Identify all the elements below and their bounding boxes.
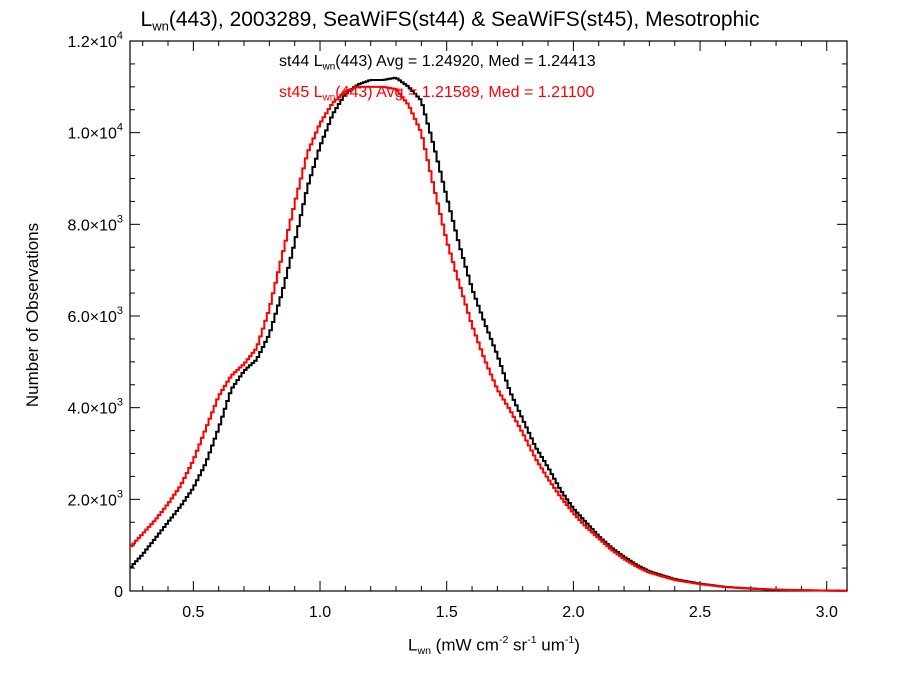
x-tick-label: 1.5 — [436, 604, 458, 621]
x-tick-label: 2.0 — [562, 604, 584, 621]
x-axis-label: Lwn (mW cm-2 sr-1 um-1) — [408, 634, 580, 658]
st44-stats-annotation: st44 Lwn(443) Avg = 1.24920, Med = 1.244… — [279, 53, 596, 73]
x-tick-label: 1.0 — [309, 604, 331, 621]
y-tick-label: 2.0×103 — [67, 488, 123, 509]
y-tick-label: 4.0×103 — [67, 397, 123, 418]
plot-frame — [129, 40, 848, 592]
x-tick-label: 0.5 — [182, 604, 204, 621]
x-tick-label: 2.5 — [689, 604, 711, 621]
y-tick-label: 1.0×104 — [67, 122, 123, 143]
series-layer — [130, 76, 848, 592]
st45-stats-annotation: st45 Lwn(443) Avg = 1.21589, Med = 1.211… — [279, 84, 595, 104]
series-st44-line — [130, 76, 848, 592]
chart-title: Lwn(443), 2003289, SeaWiFS(st44) & SeaWi… — [140, 8, 760, 34]
axis-ticks: 0.5 1.0 1.5 2.0 2.5 3.0 0 2.0×103 4.0×103 6.0×103… — [67, 30, 847, 621]
y-tick-label: 0 — [114, 584, 123, 601]
y-tick-label: 8.0×103 — [67, 213, 123, 234]
y-tick-label: 1.2×104 — [67, 30, 123, 51]
y-axis-label: Number of Observations — [23, 222, 42, 408]
series-st45-line — [130, 85, 848, 592]
x-tick-label: 3.0 — [816, 604, 838, 621]
y-tick-label: 6.0×103 — [67, 305, 123, 326]
